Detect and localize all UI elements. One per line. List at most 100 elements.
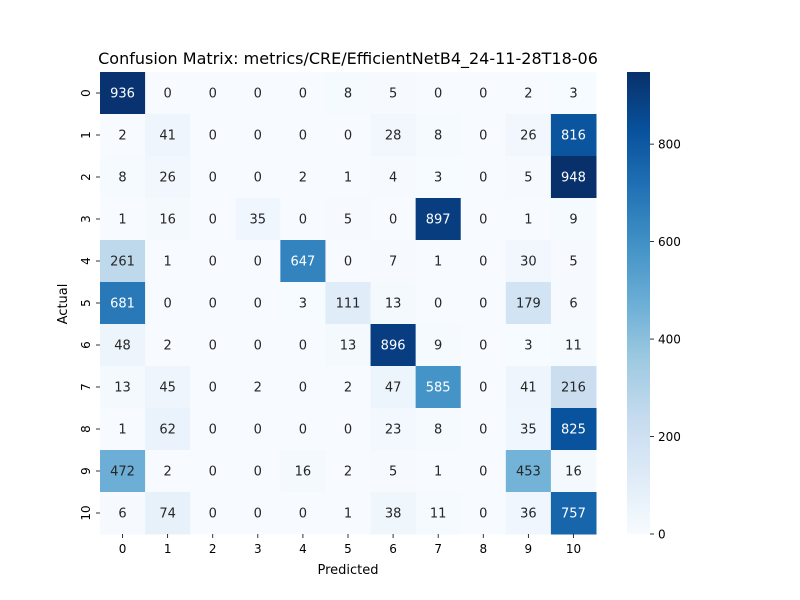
heatmap-cell xyxy=(415,114,462,157)
heatmap-cell xyxy=(235,492,281,535)
cell-value-label: 47 xyxy=(385,381,402,396)
heatmap-cell xyxy=(145,492,191,535)
cell-value-label: 0 xyxy=(299,213,307,228)
heatmap-cell xyxy=(190,240,236,283)
cell-value-label: 0 xyxy=(163,87,171,102)
cell-value-label: 2 xyxy=(344,381,352,396)
heatmap-cell xyxy=(190,324,236,367)
heatmap-cell xyxy=(190,114,236,157)
cell-value-label: 41 xyxy=(159,129,176,144)
heatmap-cell xyxy=(145,366,191,409)
heatmap-cell xyxy=(415,492,462,535)
heatmap-cell xyxy=(280,198,326,241)
heatmap-cell xyxy=(190,408,236,451)
cell-value-label: 3 xyxy=(434,171,442,186)
cell-value-label: 4 xyxy=(389,171,397,186)
cell-value-label: 1 xyxy=(524,213,532,228)
heatmap-cell xyxy=(460,408,507,451)
cell-value-label: 3 xyxy=(524,339,532,354)
heatmap-cell xyxy=(100,366,146,409)
cell-value-label: 825 xyxy=(561,423,586,438)
cell-value-label: 0 xyxy=(254,339,262,354)
heatmap-cell xyxy=(145,450,191,493)
heatmap-cell xyxy=(280,408,326,451)
heatmap-cell xyxy=(235,114,281,157)
cell-value-label: 647 xyxy=(290,255,315,270)
cell-value-label: 45 xyxy=(159,381,176,396)
cell-value-label: 757 xyxy=(561,507,586,522)
cell-value-label: 2 xyxy=(299,171,307,186)
heatmap-cell xyxy=(370,408,417,451)
cell-value-label: 8 xyxy=(118,171,126,186)
cell-value-label: 0 xyxy=(254,171,262,186)
cell-value-label: 26 xyxy=(520,129,537,144)
heatmap-cell xyxy=(235,198,281,241)
cell-value-label: 0 xyxy=(209,213,217,228)
heatmap-cell xyxy=(370,366,417,409)
cell-value-label: 8 xyxy=(434,423,442,438)
cell-value-label: 0 xyxy=(254,507,262,522)
heatmap-cell xyxy=(100,282,146,325)
x-axis: 0 1 2 3 4 5 6 7 8 9 10 xyxy=(119,534,581,556)
x-tick-label: 1 xyxy=(164,542,172,556)
x-axis-label: Predicted xyxy=(317,563,378,578)
heatmap-cell xyxy=(370,450,417,493)
heatmap-cell xyxy=(235,450,281,493)
cell-value-label: 0 xyxy=(479,465,487,480)
cell-value-label: 8 xyxy=(434,129,442,144)
heatmap-cell xyxy=(550,114,597,157)
heatmap-cell xyxy=(505,366,552,409)
x-tick-label: 4 xyxy=(299,542,307,556)
heatmap-cell xyxy=(145,282,191,325)
cell-value-label: 0 xyxy=(479,297,487,312)
colorbar: 0 200 400 600 800 xyxy=(627,72,681,542)
cell-value-label: 41 xyxy=(520,381,537,396)
cell-value-label: 0 xyxy=(479,423,487,438)
heatmap-cell xyxy=(370,156,417,199)
heatmap-cell xyxy=(460,72,507,115)
y-tick-label: 5 xyxy=(79,299,93,307)
colorbar-gradient xyxy=(627,72,650,534)
cell-value-label: 1 xyxy=(118,423,126,438)
heatmap-cell xyxy=(325,366,372,409)
cell-value-label: 1 xyxy=(344,507,352,522)
cell-value-label: 1 xyxy=(434,465,442,480)
y-tick-label: 3 xyxy=(79,215,93,223)
y-tick-label: 7 xyxy=(79,383,93,391)
cell-value-label: 13 xyxy=(340,339,357,354)
heatmap-cell xyxy=(145,198,191,241)
heatmap-cell xyxy=(460,156,507,199)
cell-value-label: 111 xyxy=(336,297,361,312)
heatmap-cell xyxy=(460,366,507,409)
cell-value-label: 0 xyxy=(254,255,262,270)
x-tick-label: 3 xyxy=(254,542,262,556)
heatmap-cell xyxy=(460,450,507,493)
heatmap-cell xyxy=(550,72,597,115)
heatmap-cell xyxy=(415,408,462,451)
cell-value-label: 16 xyxy=(295,465,312,480)
cell-value-label: 0 xyxy=(254,87,262,102)
cell-value-label: 897 xyxy=(426,213,451,228)
heatmap-cell xyxy=(280,366,326,409)
heatmap-cell xyxy=(325,198,372,241)
cell-value-label: 0 xyxy=(254,297,262,312)
x-tick-label: 6 xyxy=(389,542,397,556)
cell-value-label: 48 xyxy=(114,339,131,354)
heatmap-cell xyxy=(325,450,372,493)
cell-value-label: 62 xyxy=(159,423,176,438)
x-tick-label: 0 xyxy=(119,542,127,556)
heatmap-cell xyxy=(505,450,552,493)
heatmap-cell xyxy=(325,492,372,535)
heatmap-cell xyxy=(190,450,236,493)
heatmap-cell xyxy=(550,492,597,535)
cell-value-label: 6 xyxy=(118,507,126,522)
heatmap-cell xyxy=(550,156,597,199)
cell-value-label: 0 xyxy=(299,423,307,438)
cell-value-label: 1 xyxy=(434,255,442,270)
cell-value-label: 0 xyxy=(434,297,442,312)
cell-value-label: 0 xyxy=(299,507,307,522)
heatmap-cell xyxy=(235,282,281,325)
heatmap-cell xyxy=(415,282,462,325)
